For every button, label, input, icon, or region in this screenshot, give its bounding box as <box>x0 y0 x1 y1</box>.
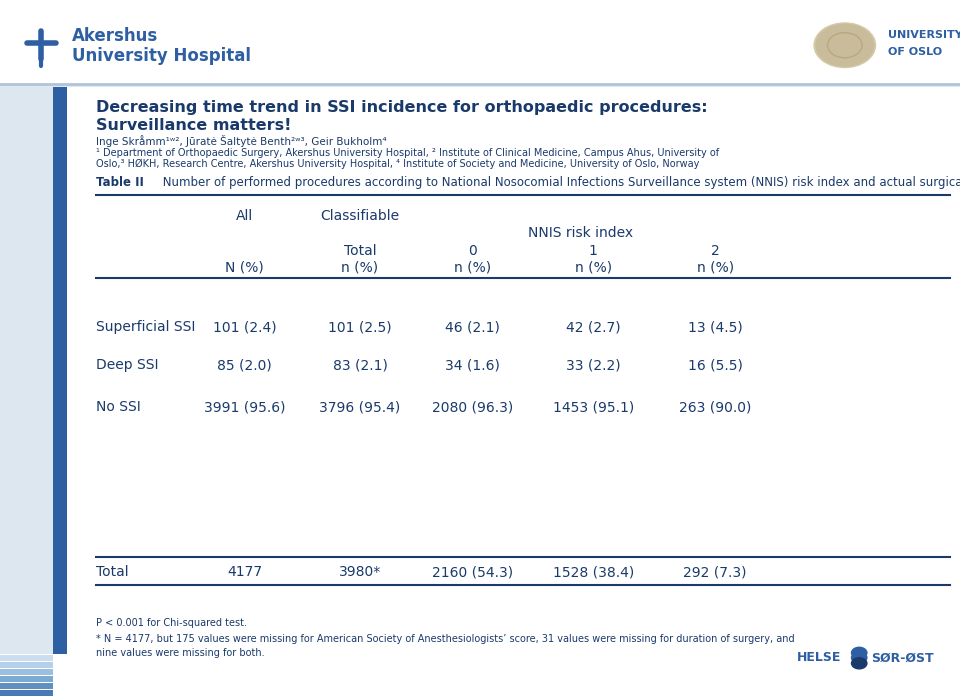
Text: 0: 0 <box>468 244 477 258</box>
Text: Number of performed procedures according to National Nosocomial Infections Surve: Number of performed procedures according… <box>159 176 960 189</box>
Text: 3796 (95.4): 3796 (95.4) <box>320 400 400 414</box>
Text: P < 0.001 for Chi-squared test.: P < 0.001 for Chi-squared test. <box>96 618 247 628</box>
Text: UNIVERSITY: UNIVERSITY <box>888 30 960 40</box>
Text: Decreasing time trend in SSI incidence for orthopaedic procedures:: Decreasing time trend in SSI incidence f… <box>96 100 708 116</box>
FancyBboxPatch shape <box>0 683 53 689</box>
Text: Table II: Table II <box>96 176 144 189</box>
Text: 83 (2.1): 83 (2.1) <box>332 358 388 372</box>
Text: 85 (2.0): 85 (2.0) <box>217 358 273 372</box>
FancyBboxPatch shape <box>0 662 53 668</box>
Text: 101 (2.4): 101 (2.4) <box>213 320 276 334</box>
Text: 1528 (38.4): 1528 (38.4) <box>553 565 634 579</box>
FancyBboxPatch shape <box>0 655 53 661</box>
Text: HELSE: HELSE <box>797 651 841 664</box>
Circle shape <box>852 652 867 663</box>
FancyBboxPatch shape <box>53 87 67 654</box>
Text: 16 (5.5): 16 (5.5) <box>687 358 743 372</box>
Text: 263 (90.0): 263 (90.0) <box>679 400 752 414</box>
Text: SØR-ØST: SØR-ØST <box>871 651 933 664</box>
Text: n (%): n (%) <box>454 261 491 275</box>
Text: 101 (2.5): 101 (2.5) <box>328 320 392 334</box>
Text: Deep SSI: Deep SSI <box>96 358 158 372</box>
Text: OF OSLO: OF OSLO <box>888 47 942 57</box>
Text: All: All <box>236 209 253 223</box>
Text: Superficial SSI: Superficial SSI <box>96 320 196 334</box>
Text: ¹ Department of Orthopaedic Surgery, Akershus University Hospital, ² Institute o: ¹ Department of Orthopaedic Surgery, Ake… <box>96 148 719 158</box>
Text: Classifiable: Classifiable <box>321 209 399 223</box>
Text: nine values were missing for both.: nine values were missing for both. <box>96 648 265 658</box>
Text: 2080 (96.3): 2080 (96.3) <box>432 400 513 414</box>
Text: 33 (2.2): 33 (2.2) <box>566 358 620 372</box>
Text: N (%): N (%) <box>226 261 264 275</box>
Circle shape <box>852 658 867 669</box>
FancyBboxPatch shape <box>67 87 960 654</box>
FancyBboxPatch shape <box>0 87 67 654</box>
Text: 42 (2.7): 42 (2.7) <box>566 320 620 334</box>
Text: Oslo,³ HØKH, Research Centre, Akershus University Hospital, ⁴ Institute of Socie: Oslo,³ HØKH, Research Centre, Akershus U… <box>96 159 700 168</box>
Text: Inge Skråmm¹ʷ², Jūratė Šaltytė Benth²ʷ³, Geir Bukholm⁴: Inge Skråmm¹ʷ², Jūratė Šaltytė Benth²ʷ³,… <box>96 134 387 147</box>
Text: 292 (7.3): 292 (7.3) <box>684 565 747 579</box>
FancyBboxPatch shape <box>0 690 53 696</box>
Text: 46 (2.1): 46 (2.1) <box>444 320 500 334</box>
Text: Surveillance matters!: Surveillance matters! <box>96 118 292 133</box>
FancyBboxPatch shape <box>0 654 960 696</box>
Text: 1: 1 <box>588 244 598 258</box>
FancyBboxPatch shape <box>0 669 53 675</box>
Text: 34 (1.6): 34 (1.6) <box>444 358 500 372</box>
Circle shape <box>816 24 874 66</box>
Text: Akershus: Akershus <box>72 27 158 45</box>
Text: Total: Total <box>96 565 129 579</box>
Text: * N = 4177, but 175 values were missing for American Society of Anesthesiologist: * N = 4177, but 175 values were missing … <box>96 634 795 644</box>
FancyBboxPatch shape <box>0 0 960 84</box>
Text: n (%): n (%) <box>342 261 378 275</box>
Text: University Hospital: University Hospital <box>72 47 251 65</box>
Text: 2: 2 <box>710 244 720 258</box>
Text: 3980*: 3980* <box>339 565 381 579</box>
Text: 2160 (54.3): 2160 (54.3) <box>432 565 513 579</box>
Text: 1453 (95.1): 1453 (95.1) <box>553 400 634 414</box>
Text: n (%): n (%) <box>697 261 733 275</box>
Text: No SSI: No SSI <box>96 400 141 414</box>
Text: 4177: 4177 <box>228 565 262 579</box>
Circle shape <box>852 647 867 658</box>
Text: n (%): n (%) <box>575 261 612 275</box>
Circle shape <box>814 23 876 68</box>
Text: 13 (4.5): 13 (4.5) <box>687 320 743 334</box>
FancyBboxPatch shape <box>0 676 53 682</box>
Text: NNIS risk index: NNIS risk index <box>528 226 634 240</box>
Text: 3991 (95.6): 3991 (95.6) <box>204 400 285 414</box>
Text: Total: Total <box>344 244 376 258</box>
